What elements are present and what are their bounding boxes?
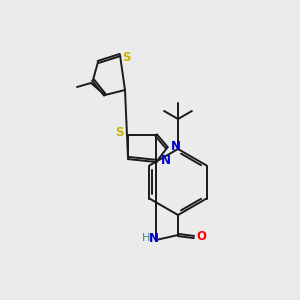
Text: N: N — [171, 140, 181, 154]
Text: O: O — [196, 230, 206, 244]
Text: S: S — [116, 125, 124, 139]
Text: H: H — [142, 233, 150, 243]
Text: S: S — [122, 51, 130, 64]
Text: N: N — [149, 232, 159, 244]
Text: N: N — [161, 154, 171, 166]
